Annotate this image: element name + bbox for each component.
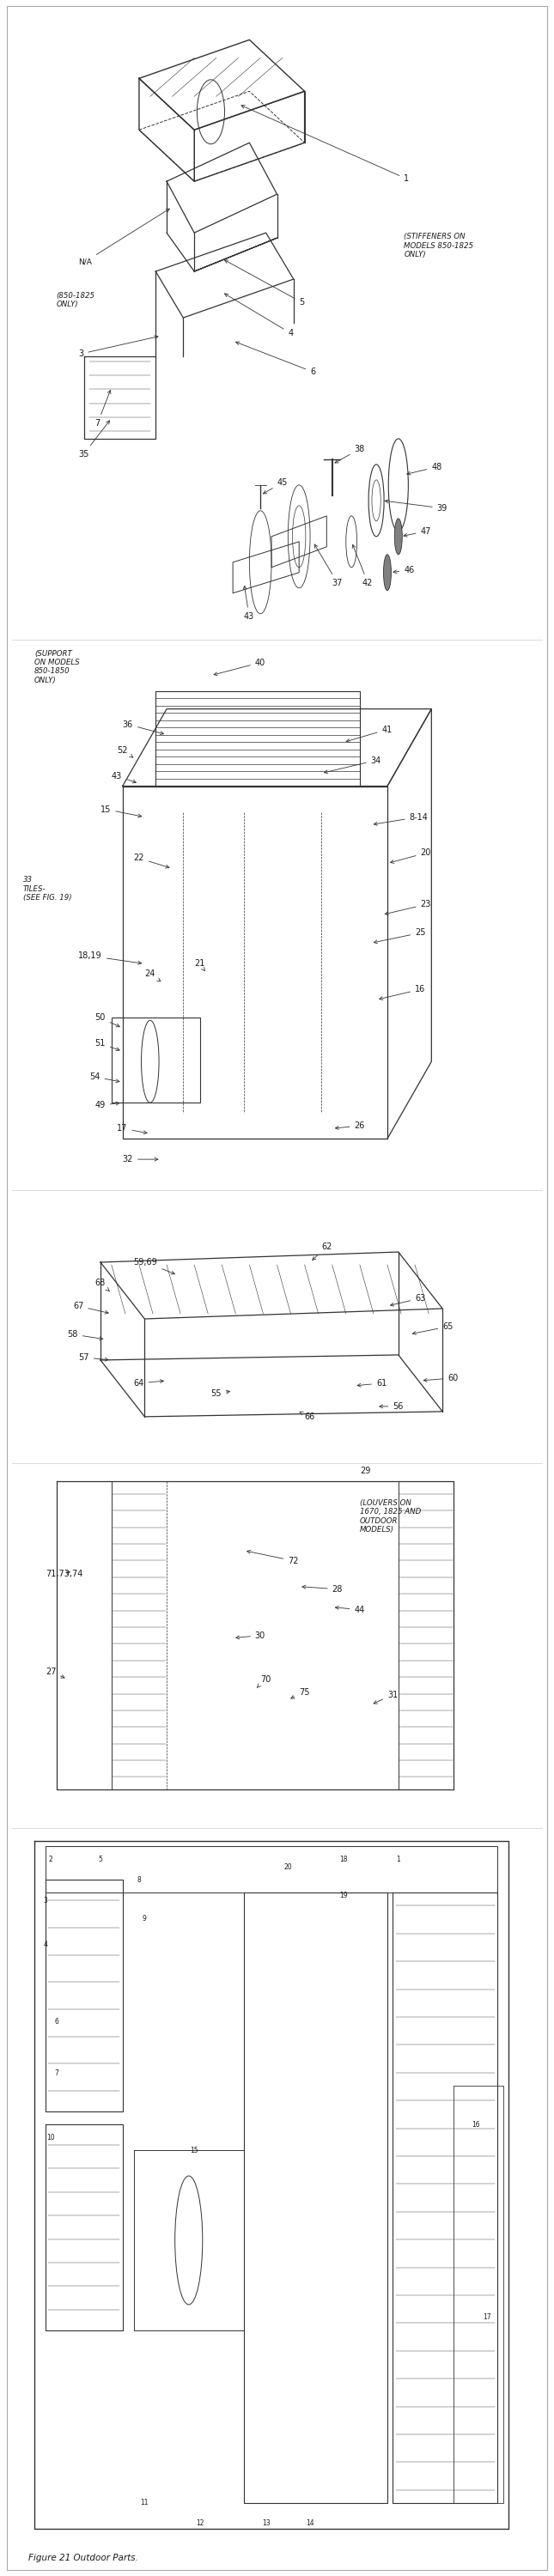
Text: 61: 61 [357, 1378, 387, 1388]
Text: 32: 32 [122, 1154, 158, 1164]
Text: 66: 66 [300, 1412, 315, 1422]
Text: N/A: N/A [79, 209, 170, 265]
Text: 47: 47 [404, 528, 431, 536]
Text: 50: 50 [95, 1012, 120, 1028]
Text: 7: 7 [95, 389, 111, 428]
Text: 11: 11 [141, 2499, 148, 2506]
Text: 26: 26 [335, 1121, 365, 1131]
Text: 34: 34 [324, 757, 381, 773]
Text: 56: 56 [379, 1401, 403, 1412]
Text: 44: 44 [335, 1605, 365, 1615]
Text: 21: 21 [194, 958, 205, 971]
Text: 20: 20 [284, 1862, 292, 1870]
Text: 51: 51 [95, 1038, 120, 1051]
Text: 40: 40 [214, 659, 265, 675]
Text: 28: 28 [302, 1584, 343, 1595]
Text: 65: 65 [413, 1321, 453, 1334]
Text: 37: 37 [315, 544, 343, 587]
Text: 2: 2 [49, 1855, 53, 1862]
Text: 8: 8 [137, 1875, 141, 1883]
Text: (LOUVERS ON
1670, 1825 AND
OUTDOOR
MODELS): (LOUVERS ON 1670, 1825 AND OUTDOOR MODEL… [360, 1499, 421, 1533]
Text: 60: 60 [424, 1373, 459, 1383]
Text: 48: 48 [407, 464, 442, 474]
Text: 4: 4 [224, 294, 293, 337]
Circle shape [383, 554, 391, 590]
Text: 1: 1 [242, 106, 409, 183]
Text: 72: 72 [247, 1551, 299, 1566]
Text: 9: 9 [142, 1914, 147, 1922]
Text: 24: 24 [145, 969, 161, 981]
Text: 68: 68 [95, 1278, 109, 1291]
Text: 49: 49 [95, 1100, 119, 1110]
Text: 13: 13 [262, 2519, 270, 2527]
Text: 67: 67 [73, 1301, 109, 1314]
Text: 27: 27 [45, 1667, 64, 1677]
Text: 45: 45 [263, 479, 288, 495]
Text: 55: 55 [211, 1388, 230, 1399]
Text: 6: 6 [54, 2017, 59, 2025]
Text: 17: 17 [483, 2313, 491, 2321]
Text: 58: 58 [68, 1329, 103, 1340]
Text: 52: 52 [117, 747, 133, 757]
Text: 10: 10 [47, 2133, 55, 2141]
Text: 23: 23 [385, 899, 431, 914]
Text: 4: 4 [43, 1940, 48, 1947]
Circle shape [394, 518, 402, 554]
Text: 5: 5 [99, 1855, 102, 1862]
Text: 18,19: 18,19 [79, 951, 141, 963]
Text: 1: 1 [396, 1855, 401, 1862]
Text: 22: 22 [134, 853, 169, 868]
Text: 15: 15 [100, 806, 141, 817]
Text: 8-14: 8-14 [374, 814, 428, 824]
Text: 64: 64 [134, 1378, 163, 1388]
Text: 75: 75 [291, 1687, 310, 1698]
Text: 3: 3 [79, 335, 158, 358]
Text: 43: 43 [111, 773, 136, 783]
Text: 63: 63 [391, 1293, 425, 1306]
Text: 6: 6 [236, 343, 315, 376]
Text: 20: 20 [391, 848, 431, 863]
Text: 7: 7 [54, 2069, 59, 2076]
Text: 57: 57 [79, 1352, 109, 1363]
Text: 30: 30 [236, 1631, 265, 1641]
Text: 54: 54 [89, 1072, 120, 1082]
Text: 70: 70 [257, 1674, 271, 1687]
Text: 38: 38 [335, 446, 365, 464]
Text: 43: 43 [243, 585, 254, 621]
Text: 42: 42 [352, 544, 373, 587]
Text: 14: 14 [306, 2519, 314, 2527]
Text: 12: 12 [196, 2519, 204, 2527]
Text: 16: 16 [379, 984, 425, 999]
Text: 25: 25 [374, 927, 425, 943]
Text: 31: 31 [373, 1690, 398, 1703]
Text: 46: 46 [393, 567, 414, 574]
Text: 33
TILES-
(SEE FIG. 19): 33 TILES- (SEE FIG. 19) [23, 876, 72, 902]
Text: 5: 5 [224, 260, 305, 307]
Text: 16: 16 [471, 2120, 480, 2128]
Text: 15: 15 [190, 2146, 198, 2154]
Text: (SUPPORT
ON MODELS
850-1850
ONLY): (SUPPORT ON MODELS 850-1850 ONLY) [34, 649, 79, 685]
Text: 17: 17 [117, 1123, 147, 1133]
Text: 18: 18 [339, 1855, 347, 1862]
Text: 3: 3 [43, 1896, 48, 1904]
Text: 59,69: 59,69 [134, 1257, 175, 1275]
Text: Figure 21 Outdoor Parts.: Figure 21 Outdoor Parts. [29, 2553, 138, 2563]
Text: 35: 35 [79, 420, 110, 459]
Text: 29: 29 [360, 1466, 371, 1476]
Text: 36: 36 [122, 721, 163, 734]
Text: (STIFFENERS ON
MODELS 850-1825
ONLY): (STIFFENERS ON MODELS 850-1825 ONLY) [404, 232, 474, 258]
Text: 71,73,74: 71,73,74 [45, 1569, 83, 1579]
Text: 19: 19 [339, 1891, 347, 1899]
Text: 41: 41 [346, 726, 392, 742]
Text: 62: 62 [312, 1242, 332, 1260]
Text: (850-1825
ONLY): (850-1825 ONLY) [57, 291, 95, 309]
Text: 39: 39 [385, 500, 448, 513]
